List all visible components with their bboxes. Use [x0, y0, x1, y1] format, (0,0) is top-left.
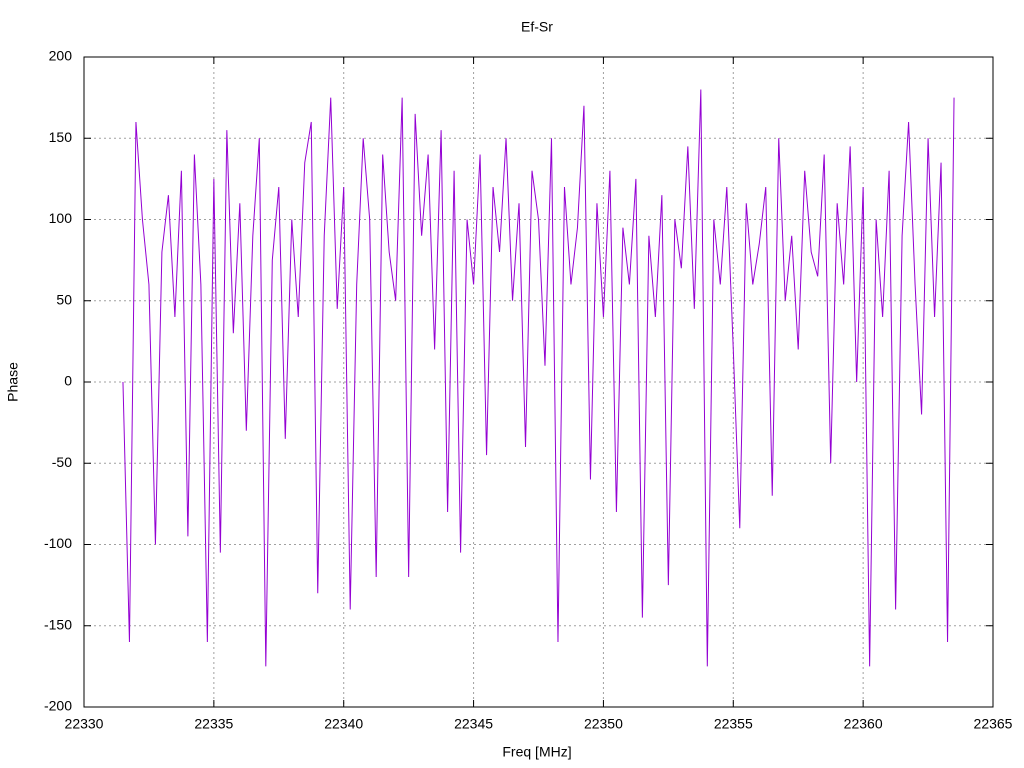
x-tick-label: 22345: [454, 716, 493, 732]
plot-border: [83, 56, 994, 708]
x-tick-label: 22365: [974, 716, 1013, 732]
y-axis-label: Phase: [5, 362, 21, 402]
x-tick-label: 22340: [324, 716, 363, 732]
y-tick-label: -150: [44, 616, 72, 632]
x-axis-label: Freq [MHz]: [502, 744, 571, 760]
y-tick-label: 50: [56, 291, 72, 307]
y-tick-label: -50: [52, 454, 72, 470]
y-tick-label: 100: [49, 210, 73, 226]
x-tick-label: 22350: [584, 716, 623, 732]
y-tick-label: 0: [64, 373, 72, 389]
x-tick-label: 22330: [65, 716, 104, 732]
y-tick-label: -200: [44, 698, 72, 714]
y-tick-label: 150: [49, 129, 73, 145]
y-tick-label: 200: [49, 48, 73, 64]
y-tick-label: -100: [44, 535, 72, 551]
x-tick-label: 22360: [844, 716, 883, 732]
data-line: [122, 89, 955, 667]
chart-title: Ef-Sr: [521, 19, 553, 35]
x-tick-label: 22335: [194, 716, 233, 732]
x-tick-label: 22355: [714, 716, 753, 732]
